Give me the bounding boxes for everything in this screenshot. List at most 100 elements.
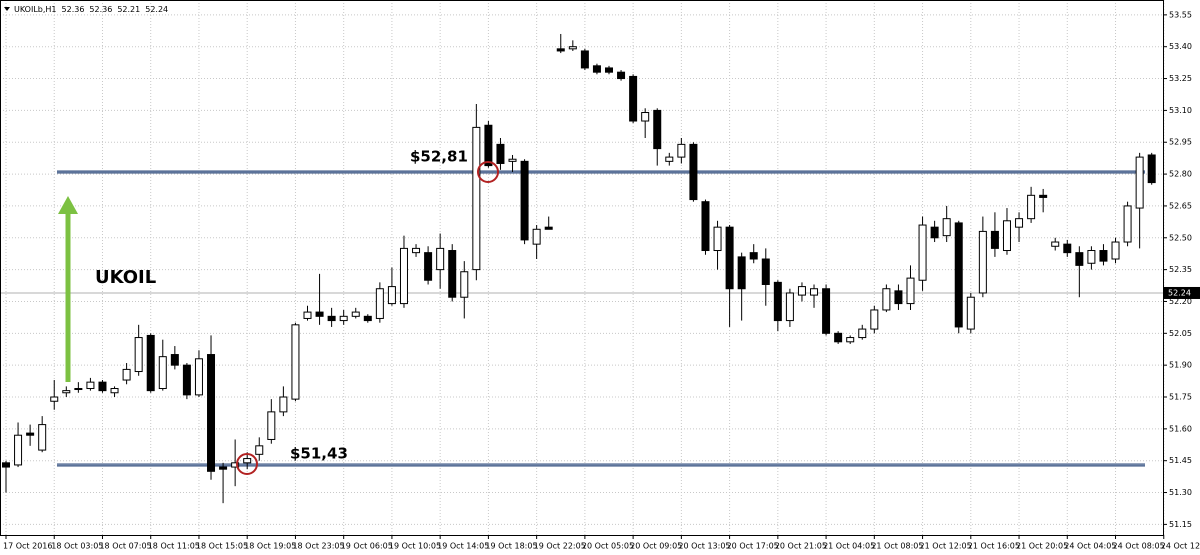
candle-body (472, 126, 481, 271)
x-tick-label: 19 Oct 06:05 (341, 542, 393, 551)
candle-body (942, 218, 951, 237)
candle-body (375, 288, 384, 319)
candle-body (930, 226, 939, 239)
candle-body (315, 311, 324, 317)
candle-body (508, 158, 517, 162)
candle-body (605, 67, 613, 73)
x-tick-label: 17 Oct 2016 (3, 542, 52, 551)
candle-body (870, 309, 879, 330)
y-tick-label: 52.20 (1169, 297, 1192, 306)
candle-body (761, 258, 770, 285)
candle-body (484, 124, 493, 167)
candle-body (1123, 205, 1132, 243)
candle-body (399, 247, 408, 305)
last-price-box (1164, 286, 1200, 299)
y-tick-label: 53.25 (1169, 74, 1192, 83)
candle-body (822, 288, 831, 334)
x-tick-label: 24 Oct 12: (1161, 542, 1200, 551)
menu-triangle (4, 7, 10, 11)
x-tick-label: 24 Oct 08:05 (1113, 542, 1165, 551)
candle-body (38, 424, 47, 451)
candle-body (665, 156, 674, 162)
candle-body (858, 328, 867, 339)
candle-body (387, 286, 396, 305)
y-tick-label: 51.15 (1169, 520, 1192, 529)
x-tick-label: 21 Oct 12:05 (920, 542, 972, 551)
arrow-head (58, 196, 78, 214)
candle-body (520, 160, 529, 241)
candle-body (544, 226, 553, 230)
candle-body (990, 230, 999, 249)
candle-body (1087, 250, 1096, 264)
last-price-label: 52.24 (1168, 288, 1191, 297)
x-tick-label: 18 Oct 03:05 (51, 542, 103, 551)
candle-body (50, 396, 59, 402)
candle-body (1111, 241, 1120, 260)
candle-body (749, 252, 758, 260)
candle-body (556, 48, 565, 52)
y-tick-label: 52.35 (1169, 265, 1192, 274)
candle-body (882, 288, 891, 311)
candle-body (122, 368, 131, 381)
candle-body (797, 286, 806, 296)
y-tick-label: 53.55 (1169, 10, 1192, 19)
candle-body (894, 290, 903, 305)
y-tick-label: 52.05 (1169, 329, 1192, 338)
x-tick-label: 19 Oct 22:05 (534, 542, 586, 551)
x-tick-label: 20 Oct 13:05 (678, 542, 730, 551)
candle-body (134, 337, 143, 373)
candle-body (279, 396, 288, 413)
annotation: UKOIL (95, 267, 156, 288)
level-label: $52,81 (410, 147, 468, 165)
candle-body (701, 201, 710, 252)
candle-body (339, 315, 348, 322)
candle-body (737, 256, 746, 290)
candle-body (1099, 250, 1108, 262)
candle-body (2, 462, 10, 468)
candle-body (906, 277, 915, 305)
candle-body (677, 143, 686, 158)
x-tick-label: 20 Oct 21:05 (775, 542, 827, 551)
header-value: UKOILb,H1 (14, 5, 57, 14)
candle-body (74, 388, 83, 391)
y-tick-label: 51.90 (1169, 361, 1192, 370)
header-text: UKOILb,H1 52.36 52.36 52.21 52.24 (14, 5, 168, 14)
x-tick-label: 24 Oct 04:05 (1064, 542, 1116, 551)
candle-body (785, 292, 794, 322)
candle-body (580, 50, 589, 69)
candle-body (846, 337, 855, 343)
candle-body (291, 324, 300, 400)
candle-body (243, 458, 252, 464)
candle-body (641, 112, 650, 122)
candle-body (158, 356, 167, 390)
header-value: 52.24 (145, 5, 168, 14)
candle-body (532, 228, 541, 245)
x-tick-label: 19 Oct 10:05 (389, 542, 441, 551)
candle-body (725, 226, 734, 290)
y-tick-label: 52.65 (1169, 201, 1192, 210)
candle-body (86, 381, 95, 390)
x-tick-label: 21 Oct 08:05 (871, 542, 923, 551)
header-value: 52.21 (117, 5, 140, 14)
level-label: $51,43 (290, 444, 348, 462)
x-tick-label: 18 Oct 15:05 (196, 542, 248, 551)
candle-body (954, 222, 963, 328)
candle-body (568, 46, 577, 50)
candle-body (194, 358, 203, 396)
candle-body (98, 381, 107, 392)
candle-body (713, 226, 722, 252)
header-value: 52.36 (89, 5, 112, 14)
candle-body (412, 247, 421, 254)
candle-body (14, 434, 23, 466)
candle-body (1039, 194, 1048, 198)
candle-body (255, 445, 264, 455)
x-tick-label: 19 Oct 14:05 (437, 542, 489, 551)
y-tick-label: 53.40 (1169, 42, 1192, 51)
candle-body (1015, 218, 1024, 228)
candle-body (810, 288, 819, 296)
candle-body (617, 71, 626, 80)
y-tick-label: 52.50 (1169, 233, 1192, 242)
marker-circle (236, 453, 258, 475)
candle-body (448, 250, 457, 298)
